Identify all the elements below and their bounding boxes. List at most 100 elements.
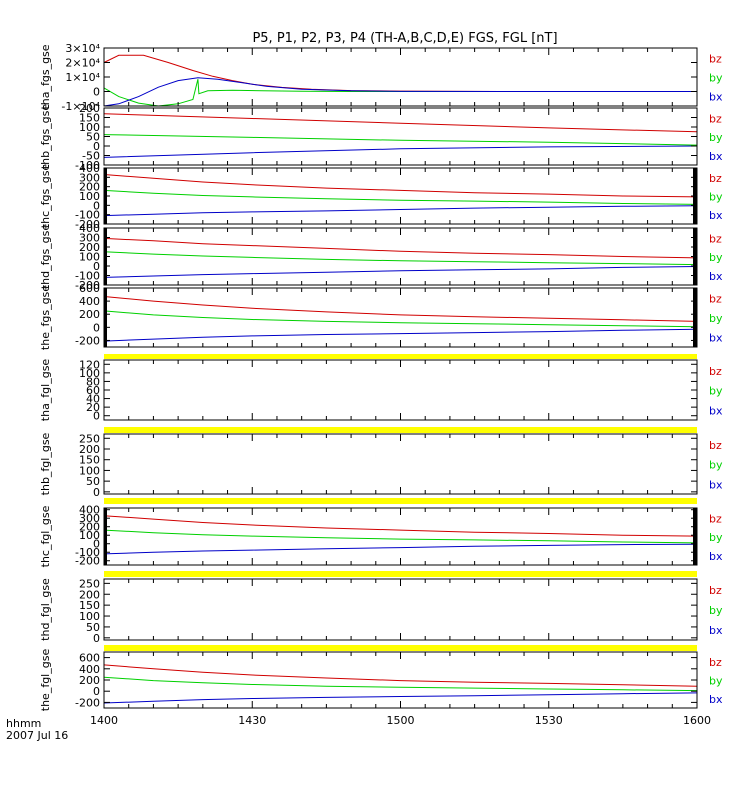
- y-tick-label: 0: [93, 410, 100, 423]
- y-tick-label: 200: [79, 308, 100, 321]
- y-tick-label: -100: [75, 270, 100, 283]
- series-bz-line: [103, 515, 698, 537]
- series-by-line: [103, 189, 698, 205]
- edge-bar-right: [693, 508, 697, 565]
- panel-frame: [103, 507, 698, 566]
- y-tick-label: 200: [79, 443, 100, 456]
- y-tick-label: 150: [79, 454, 100, 467]
- legend-by: by: [709, 312, 723, 325]
- legend-by: by: [709, 604, 723, 617]
- y-tick-label: -100: [75, 546, 100, 559]
- y-tick-label: -200: [75, 334, 100, 347]
- legend-by: by: [709, 385, 723, 398]
- y-tick-label: 250: [79, 432, 100, 445]
- y-axis-label: tha_fgl_gse: [39, 359, 52, 422]
- legend-bx: bx: [709, 332, 723, 345]
- y-tick-label: 0: [93, 538, 100, 551]
- y-tick-label: 60: [86, 384, 100, 397]
- y-tick-label: 200: [79, 588, 100, 601]
- y-tick-label: 50: [86, 131, 100, 144]
- y-tick-label: 100: [79, 610, 100, 623]
- y-tick-label: 120: [79, 358, 100, 371]
- panel-frame: [103, 578, 698, 641]
- y-tick-label: -200: [75, 279, 100, 292]
- legend-bx: bx: [709, 91, 723, 104]
- y-tick-label: 100: [79, 367, 100, 380]
- footer-time-unit: hhmm: [6, 717, 41, 730]
- y-tick-label: 2×10⁴: [65, 57, 100, 70]
- y-tick-label: 100: [79, 251, 100, 264]
- y-tick-label: 20: [86, 401, 100, 414]
- y-tick-label: -200: [75, 218, 100, 231]
- series-bx-line: [103, 145, 698, 158]
- y-tick-label: 150: [79, 112, 100, 125]
- series-bz-line: [103, 113, 698, 133]
- flag-bar-5: [104, 645, 697, 651]
- y-tick-label: 250: [79, 577, 100, 590]
- y-tick-label: 50: [86, 621, 100, 634]
- series-bx-line: [103, 328, 698, 342]
- series-bz-line: [103, 664, 698, 687]
- legend-bx: bx: [709, 270, 723, 283]
- series-bz-line: [103, 54, 697, 92]
- y-axis-label: the_fgs_gse: [39, 285, 52, 350]
- series-by-line: [103, 134, 698, 146]
- y-tick-label: 0: [93, 486, 100, 499]
- flag-bar-4: [104, 571, 697, 577]
- y-tick-label: 40: [86, 393, 100, 406]
- y-tick-label: -100: [75, 209, 100, 222]
- y-tick-label: 0: [93, 685, 100, 698]
- legend-by: by: [709, 191, 723, 204]
- series-bx-line: [103, 266, 698, 278]
- y-tick-label: 300: [79, 232, 100, 245]
- legend-bz: bz: [709, 656, 722, 669]
- legend-bz: bz: [709, 172, 722, 185]
- y-tick-label: 300: [79, 171, 100, 184]
- legend-bx: bx: [709, 150, 723, 163]
- legend-by: by: [709, 131, 723, 144]
- y-tick-label: 400: [79, 504, 100, 517]
- series-bz-line: [103, 237, 698, 259]
- legend-bz: bz: [709, 293, 722, 306]
- y-tick-label: 600: [79, 652, 100, 665]
- legend-by: by: [709, 72, 723, 85]
- y-tick-label: 0: [93, 632, 100, 645]
- series-bx-line: [103, 205, 698, 217]
- y-axis-label: thb_fgs_gse: [39, 104, 52, 170]
- y-tick-label: 300: [79, 512, 100, 525]
- y-tick-label: 400: [79, 162, 100, 175]
- y-tick-label: 200: [79, 674, 100, 687]
- series-bx-line: [103, 692, 698, 704]
- edge-bar-right: [693, 288, 697, 347]
- y-tick-label: 100: [79, 529, 100, 542]
- legend-bz: bz: [709, 112, 722, 125]
- panel-frame: [103, 359, 698, 421]
- y-axis-label: thc_fgs_gse: [39, 164, 52, 229]
- series-by-line: [103, 251, 698, 266]
- legend-bz: bz: [709, 365, 722, 378]
- y-tick-label: 200: [79, 521, 100, 534]
- legend-bz: bz: [709, 232, 722, 245]
- y-axis-label: the_fgl_gse: [39, 649, 52, 712]
- panel-frame: [103, 433, 698, 495]
- y-tick-label: 50: [86, 475, 100, 488]
- y-tick-label: 0: [93, 86, 100, 99]
- series-by-line: [103, 529, 698, 544]
- y-tick-label: -50: [82, 150, 100, 163]
- y-tick-label: 200: [79, 102, 100, 115]
- footer-date: 2007 Jul 16: [6, 729, 68, 742]
- y-axis-label: thd_fgl_gse: [39, 578, 52, 641]
- series-by-line: [103, 310, 698, 328]
- legend-bz: bz: [709, 584, 722, 597]
- y-axis-label: thd_fgs_gse: [39, 224, 52, 290]
- edge-bar-left: [104, 288, 107, 347]
- y-tick-label: 80: [86, 375, 100, 388]
- y-tick-label: -200: [75, 555, 100, 568]
